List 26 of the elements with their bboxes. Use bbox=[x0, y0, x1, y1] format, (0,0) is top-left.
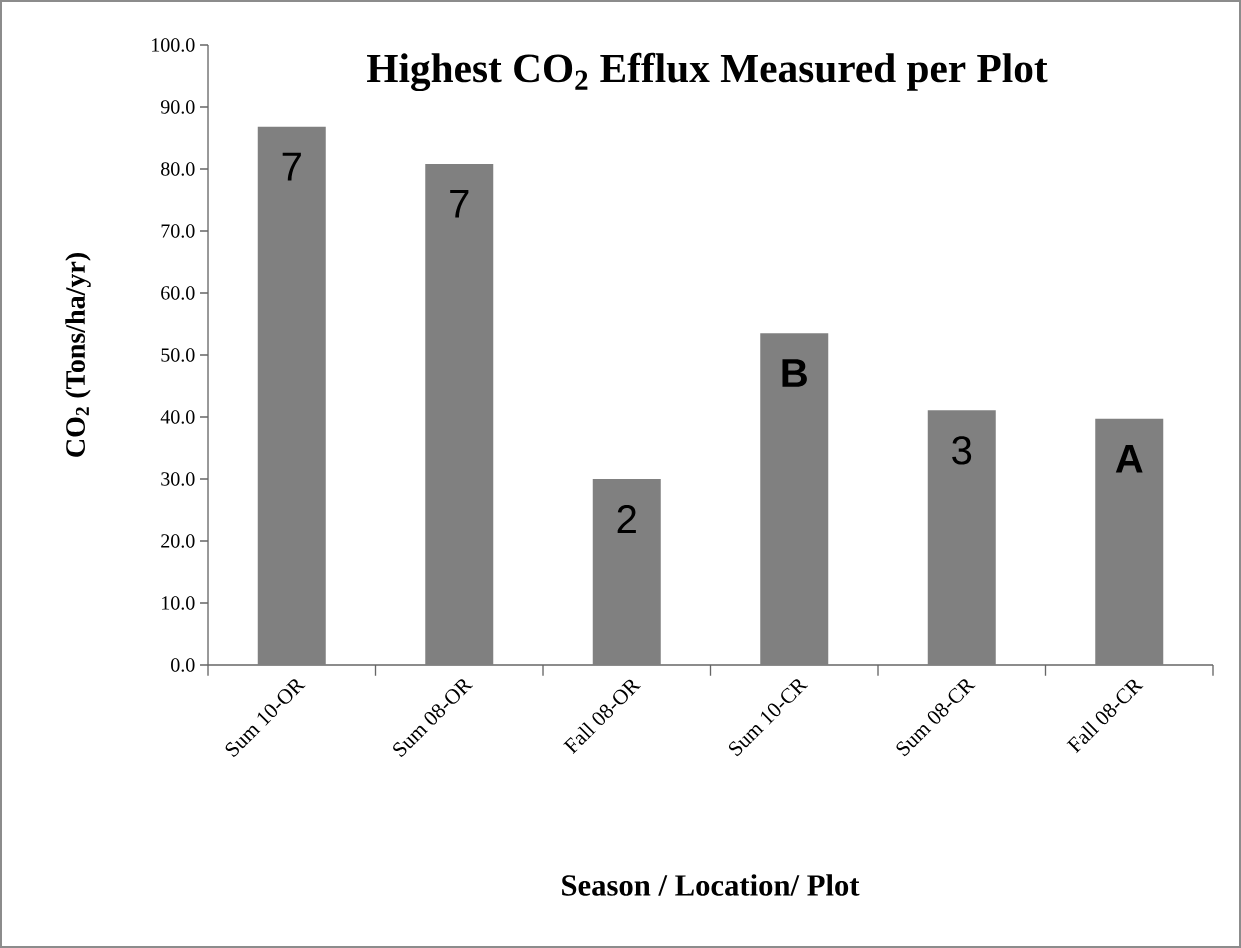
bar bbox=[1095, 418, 1164, 665]
y-tick-label: 40.0 bbox=[160, 410, 195, 424]
y-tick-label: 90.0 bbox=[160, 100, 195, 114]
x-axis-title: Season / Location/ Plot bbox=[562, 874, 860, 896]
y-tick-label: 0.0 bbox=[171, 658, 195, 672]
bar bbox=[927, 410, 996, 665]
annotation: B bbox=[782, 359, 807, 387]
bar bbox=[257, 126, 326, 665]
y-tick-label: 60.0 bbox=[161, 286, 195, 300]
chart-title: Highest CO$_{2}$ Efflux Measured per Plot bbox=[367, 52, 1048, 92]
bar bbox=[425, 164, 494, 665]
y-tick-label: 20.0 bbox=[161, 534, 195, 548]
y-tick-label: 80.0 bbox=[161, 162, 195, 176]
annotation: 7 bbox=[282, 152, 301, 181]
annotation: 2 bbox=[617, 505, 636, 533]
annotation: 7 bbox=[450, 190, 469, 218]
y-axis-title: CO$_{2}$ (Tons/ha/yr) bbox=[65, 253, 91, 457]
y-tick-label: 70.0 bbox=[161, 224, 195, 238]
bar bbox=[760, 333, 829, 665]
y-tick-label: 10.0 bbox=[162, 596, 195, 610]
y-tick-label: 100.0 bbox=[152, 38, 195, 52]
y-tick-label: 50.0 bbox=[161, 348, 195, 362]
y-tick-label: 30.0 bbox=[161, 472, 195, 486]
annotation: A bbox=[1115, 444, 1143, 473]
annotation: 3 bbox=[952, 436, 972, 465]
bar bbox=[592, 478, 661, 665]
